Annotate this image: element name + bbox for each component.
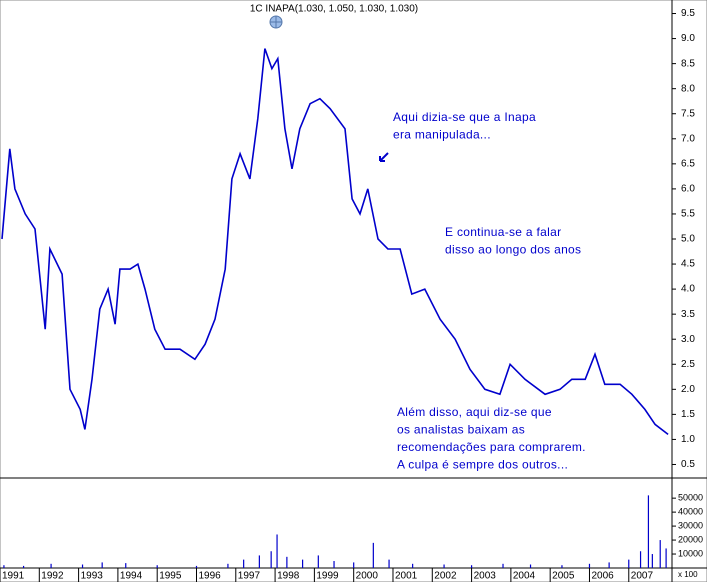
volume-bar xyxy=(22,565,25,568)
volume-bar xyxy=(470,565,473,568)
y-tick-label: 3.5 xyxy=(681,309,695,320)
volume-bar xyxy=(276,534,278,568)
y-tick-label: 9.5 xyxy=(681,8,695,19)
globe-icon xyxy=(269,15,283,29)
volume-bar xyxy=(301,559,304,568)
volume-bar xyxy=(388,559,390,568)
x-tick-label: 2007 xyxy=(631,571,654,582)
volume-bar xyxy=(243,559,245,568)
volume-bar xyxy=(156,565,158,568)
volume-bar xyxy=(101,562,103,568)
x-tick-label: 1993 xyxy=(81,571,104,582)
x-tick-label: 2006 xyxy=(591,571,614,582)
y-tick-label: 4.5 xyxy=(681,259,695,270)
x-tick-label: 1991 xyxy=(2,571,25,582)
y-tick-label: 4.0 xyxy=(681,284,695,295)
x-tick-label: 1997 xyxy=(238,571,261,582)
volume-bar xyxy=(529,564,532,568)
x-tick-label: 1994 xyxy=(120,571,143,582)
volume-bar xyxy=(372,542,374,568)
y-tick-label: 8.0 xyxy=(681,83,695,94)
volume-bar xyxy=(317,555,319,568)
x-tick-label: 2004 xyxy=(513,571,536,582)
volume-bar xyxy=(659,540,661,568)
y-tick-label: 7.5 xyxy=(681,108,695,119)
y-tick-label: 1.0 xyxy=(681,434,695,445)
annotation: A culpa é sempre dos outros... xyxy=(397,458,568,472)
x-tick-label: 2005 xyxy=(552,571,575,582)
volume-bar xyxy=(665,548,667,568)
y-tick-label: 10000 xyxy=(678,548,703,558)
y-tick-label: 50000 xyxy=(678,493,703,503)
volume-bar xyxy=(125,563,127,568)
y-tick-label: 1.5 xyxy=(681,409,695,420)
y-tick-label: 5.5 xyxy=(681,209,695,220)
y-tick-label: 7.0 xyxy=(681,133,695,144)
x-tick-label: 1992 xyxy=(41,571,64,582)
y-tick-label: 20000 xyxy=(678,534,703,544)
arrow xyxy=(379,152,389,162)
volume-bar xyxy=(353,562,355,568)
volume-bar xyxy=(50,563,52,568)
x-tick-label: 2003 xyxy=(474,571,497,582)
volume-bar xyxy=(81,564,84,568)
x-tick-label: 2000 xyxy=(356,571,379,582)
y-tick-label: 8.5 xyxy=(681,58,695,69)
volume-bar xyxy=(227,563,229,568)
annotation: era manipulada... xyxy=(393,128,491,142)
price-line xyxy=(1,48,669,436)
volume-bar xyxy=(561,565,563,568)
volume-bar xyxy=(258,555,260,568)
x-tick-label: 1998 xyxy=(277,571,300,582)
x-tick-label: 2001 xyxy=(395,571,418,582)
volume-bar xyxy=(651,554,653,568)
volume-bar xyxy=(286,556,288,568)
chart-title: 1C INAPA(1.030, 1.050, 1.030, 1.030) xyxy=(250,4,418,15)
annotation: recomendações para comprarem. xyxy=(397,440,586,454)
y-tick-label: 30000 xyxy=(678,520,703,530)
volume-bar xyxy=(628,559,630,568)
volume-bar xyxy=(639,551,642,568)
volume-bar xyxy=(3,565,5,568)
annotation: E continua-se a falar xyxy=(445,225,561,239)
volume-bar xyxy=(443,564,445,568)
y-tick-label: 5.0 xyxy=(681,234,695,245)
y-tick-label: 0.5 xyxy=(681,459,695,470)
x-tick-label: 2002 xyxy=(434,571,457,582)
y-tick-label: 6.5 xyxy=(681,158,695,169)
volume-bar xyxy=(647,495,650,568)
y-tick-label: 6.0 xyxy=(681,184,695,195)
annotation: Aqui dizia-se que a Inapa xyxy=(393,110,536,124)
x-tick-label: 1995 xyxy=(159,571,182,582)
volume-bar xyxy=(608,562,610,568)
y-tick-label: 40000 xyxy=(678,507,703,517)
volume-bar xyxy=(412,563,414,568)
x-tick-label: 1996 xyxy=(198,571,221,582)
x-tick-label: 1999 xyxy=(316,571,339,582)
volume-bar xyxy=(588,563,591,568)
annotation: disso ao longo dos anos xyxy=(445,243,581,257)
annotation: Além disso, aqui diz-se que xyxy=(397,405,552,419)
y-tick-label: 9.0 xyxy=(681,33,695,44)
volume-bar xyxy=(502,563,504,568)
annotation: os analistas baixam as xyxy=(397,423,525,437)
y-tick-label: 3.0 xyxy=(681,334,695,345)
volume-bar xyxy=(270,551,272,568)
volume-bar xyxy=(333,561,335,568)
y-tick-label: 2.5 xyxy=(681,359,695,370)
y-tick-label: 2.0 xyxy=(681,384,695,395)
volume-bar xyxy=(195,565,198,568)
unit-label: x 100 xyxy=(678,570,698,579)
